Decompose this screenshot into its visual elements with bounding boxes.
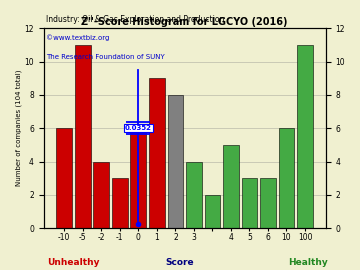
Bar: [112, 178, 128, 228]
Text: Industry: Oil & Gas Exploration and Production: Industry: Oil & Gas Exploration and Prod…: [46, 15, 225, 24]
Text: Unhealthy: Unhealthy: [47, 258, 99, 267]
Bar: [204, 195, 220, 228]
Bar: [297, 45, 313, 228]
Y-axis label: Number of companies (104 total): Number of companies (104 total): [15, 70, 22, 187]
Bar: [149, 78, 165, 228]
Text: Healthy: Healthy: [288, 258, 328, 267]
Bar: [130, 128, 146, 228]
Bar: [167, 95, 183, 228]
Text: 0.0352: 0.0352: [125, 125, 152, 131]
Bar: [279, 128, 294, 228]
Bar: [242, 178, 257, 228]
Bar: [223, 145, 239, 228]
Bar: [260, 178, 276, 228]
Bar: [75, 45, 91, 228]
Title: Z''-Score Histogram for LGCYO (2016): Z''-Score Histogram for LGCYO (2016): [81, 17, 288, 27]
Bar: [186, 162, 202, 228]
Bar: [57, 128, 72, 228]
Text: ©www.textbiz.org: ©www.textbiz.org: [46, 34, 110, 41]
Bar: [94, 162, 109, 228]
Text: Score: Score: [166, 258, 194, 267]
Text: The Research Foundation of SUNY: The Research Foundation of SUNY: [46, 54, 165, 60]
